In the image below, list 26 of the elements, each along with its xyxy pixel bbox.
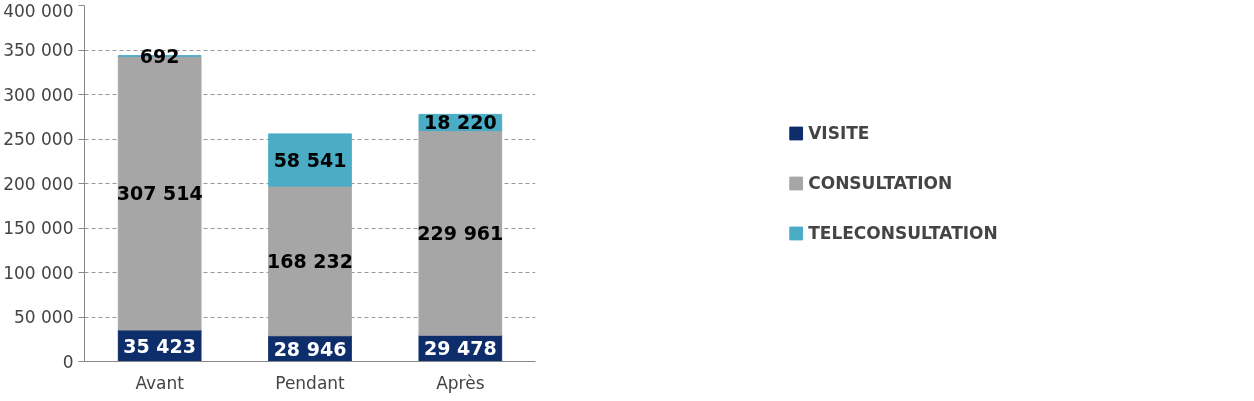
y-tick-label: 200 000 — [3, 173, 74, 194]
x-tick-label: Après — [436, 372, 485, 393]
x-tick-label: Avant — [135, 372, 185, 393]
data-label: 28 946 — [273, 337, 347, 360]
y-tick-label: 50 000 — [14, 307, 74, 327]
y-tick-label: 0 — [62, 351, 74, 372]
y-tick-label: 300 000 — [3, 84, 74, 105]
data-label: 229 961 — [417, 221, 504, 244]
data-label: 18 220 — [423, 111, 497, 134]
legend-label: VISITE — [808, 123, 870, 143]
data-label: 307 514 — [116, 182, 203, 205]
y-tick-label: 350 000 — [3, 40, 74, 60]
bar — [418, 130, 503, 336]
y-tick-label: 400 000 — [3, 0, 74, 21]
y-tick-label: 100 000 — [3, 262, 74, 283]
y-tick-label: 250 000 — [3, 129, 74, 149]
data-label: 29 478 — [423, 337, 497, 360]
x-tick-label: Pendant — [275, 372, 346, 393]
legend-label: TELECONSULTATION — [808, 223, 998, 243]
legend-label: CONSULTATION — [808, 173, 953, 193]
bar — [268, 185, 352, 337]
data-label: 168 232 — [267, 249, 353, 272]
data-label: 692 — [139, 44, 180, 67]
y-tick-label: 150 000 — [3, 218, 74, 238]
data-label: 58 541 — [273, 148, 347, 171]
data-label: 35 423 — [123, 334, 197, 357]
